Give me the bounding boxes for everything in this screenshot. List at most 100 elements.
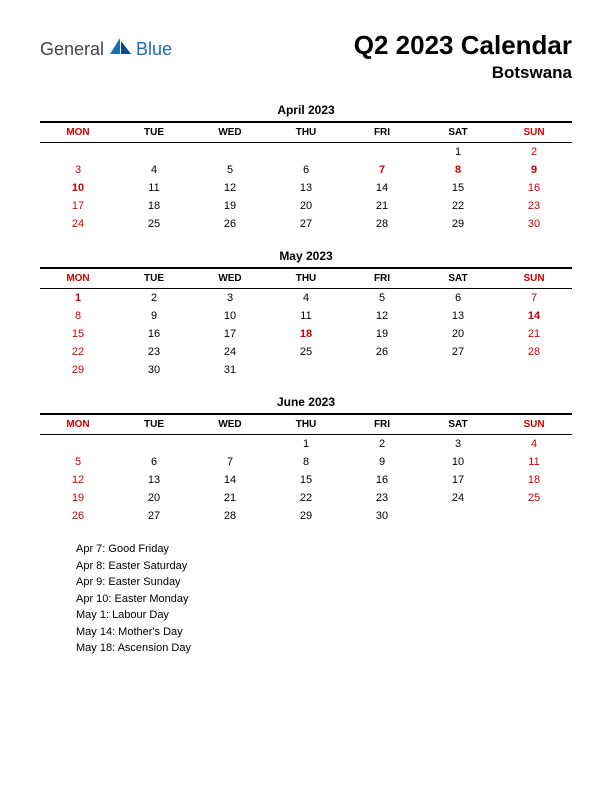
calendar-week-row: 3456789	[40, 161, 572, 179]
calendar-day-cell: 23	[344, 489, 420, 507]
calendar-day-cell: 16	[116, 325, 192, 343]
calendar-day-cell	[116, 143, 192, 162]
calendar-day-cell: 26	[40, 507, 116, 525]
calendar-day-cell: 27	[420, 343, 496, 361]
calendar-week-row: 1234567	[40, 289, 572, 308]
calendar-day-cell: 17	[420, 471, 496, 489]
day-header: FRI	[344, 122, 420, 143]
calendar-table: MONTUEWEDTHUFRISATSUN1234567891011121314…	[40, 267, 572, 379]
day-header: SAT	[420, 122, 496, 143]
calendar-day-cell: 7	[192, 453, 268, 471]
day-header: FRI	[344, 268, 420, 289]
calendar-day-cell: 26	[344, 343, 420, 361]
month-title: May 2023	[40, 249, 572, 263]
day-header: FRI	[344, 414, 420, 435]
calendar-day-cell: 11	[116, 179, 192, 197]
calendar-day-cell	[116, 435, 192, 454]
calendar-day-cell: 25	[496, 489, 572, 507]
holiday-line: May 1: Labour Day	[76, 607, 572, 624]
day-header: SUN	[496, 268, 572, 289]
calendar-day-cell: 14	[344, 179, 420, 197]
calendar-day-cell: 12	[40, 471, 116, 489]
calendar-week-row: 2627282930	[40, 507, 572, 525]
calendar-day-cell: 10	[420, 453, 496, 471]
calendar-day-cell	[40, 435, 116, 454]
calendar-day-cell: 3	[420, 435, 496, 454]
calendar-day-cell: 23	[116, 343, 192, 361]
calendar-day-cell: 28	[344, 215, 420, 233]
calendar-day-cell: 13	[116, 471, 192, 489]
page-subtitle: Botswana	[354, 63, 572, 83]
calendar-day-cell: 9	[344, 453, 420, 471]
calendar-week-row: 10111213141516	[40, 179, 572, 197]
day-header: WED	[192, 414, 268, 435]
holiday-line: May 14: Mother's Day	[76, 624, 572, 641]
calendar-day-cell: 21	[496, 325, 572, 343]
calendar-day-cell: 30	[116, 361, 192, 379]
day-header: WED	[192, 268, 268, 289]
calendar-day-cell: 13	[420, 307, 496, 325]
day-header: MON	[40, 268, 116, 289]
calendar-day-cell	[344, 361, 420, 379]
calendar-day-cell: 29	[40, 361, 116, 379]
calendar-day-cell	[192, 435, 268, 454]
calendar-day-cell: 30	[344, 507, 420, 525]
calendar-day-cell: 21	[344, 197, 420, 215]
calendar-day-cell	[496, 361, 572, 379]
calendar-day-cell	[268, 361, 344, 379]
calendar-day-cell: 13	[268, 179, 344, 197]
calendar-day-cell	[344, 143, 420, 162]
calendar-day-cell: 2	[496, 143, 572, 162]
calendar-day-cell: 12	[192, 179, 268, 197]
months-container: April 2023MONTUEWEDTHUFRISATSUN123456789…	[40, 103, 572, 525]
calendar-day-cell: 7	[344, 161, 420, 179]
day-header: MON	[40, 414, 116, 435]
calendar-week-row: 15161718192021	[40, 325, 572, 343]
calendar-day-cell: 24	[192, 343, 268, 361]
calendar-day-cell: 1	[268, 435, 344, 454]
logo: General Blue	[40, 38, 172, 61]
calendar-day-cell: 9	[496, 161, 572, 179]
calendar-day-cell: 27	[116, 507, 192, 525]
day-header: THU	[268, 122, 344, 143]
calendar-day-cell: 25	[268, 343, 344, 361]
calendar-day-cell: 18	[496, 471, 572, 489]
calendar-day-cell: 15	[268, 471, 344, 489]
calendar-day-cell: 2	[344, 435, 420, 454]
month-title: June 2023	[40, 395, 572, 409]
month-block: June 2023MONTUEWEDTHUFRISATSUN1234567891…	[40, 395, 572, 525]
calendar-day-cell: 29	[268, 507, 344, 525]
calendar-day-cell	[40, 143, 116, 162]
calendar-day-cell: 12	[344, 307, 420, 325]
day-header: TUE	[116, 414, 192, 435]
calendar-day-cell: 27	[268, 215, 344, 233]
day-header: THU	[268, 268, 344, 289]
calendar-day-cell: 8	[40, 307, 116, 325]
calendar-day-cell: 15	[420, 179, 496, 197]
calendar-day-cell	[192, 143, 268, 162]
calendar-day-cell: 5	[40, 453, 116, 471]
calendar-day-cell: 14	[496, 307, 572, 325]
calendar-day-cell: 21	[192, 489, 268, 507]
calendar-day-cell: 16	[496, 179, 572, 197]
calendar-week-row: 567891011	[40, 453, 572, 471]
calendar-day-cell	[268, 143, 344, 162]
calendar-day-cell: 30	[496, 215, 572, 233]
day-header: SUN	[496, 414, 572, 435]
calendar-day-cell: 17	[40, 197, 116, 215]
day-header: SAT	[420, 414, 496, 435]
calendar-day-cell: 31	[192, 361, 268, 379]
calendar-day-cell: 22	[420, 197, 496, 215]
calendar-day-cell: 26	[192, 215, 268, 233]
month-block: April 2023MONTUEWEDTHUFRISATSUN123456789…	[40, 103, 572, 233]
calendar-day-cell: 3	[192, 289, 268, 308]
calendar-table: MONTUEWEDTHUFRISATSUN1234567891011121314…	[40, 121, 572, 233]
logo-text-general: General	[40, 39, 104, 60]
calendar-day-cell: 6	[268, 161, 344, 179]
calendar-day-cell: 6	[420, 289, 496, 308]
calendar-day-cell: 19	[344, 325, 420, 343]
day-header: MON	[40, 122, 116, 143]
calendar-day-cell: 4	[496, 435, 572, 454]
calendar-day-cell: 28	[496, 343, 572, 361]
calendar-day-cell: 7	[496, 289, 572, 308]
